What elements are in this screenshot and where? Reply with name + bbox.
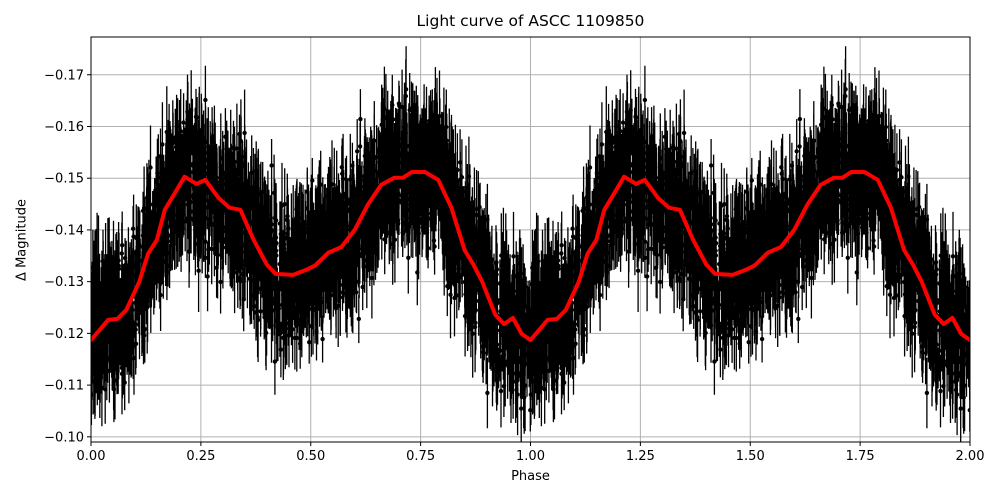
chart-title: Light curve of ASCC 1109850 [416,12,645,30]
y-tick-label: −0.12 [44,327,84,342]
x-tick-label: 1.75 [846,449,875,464]
x-tick-label: 0.75 [406,449,435,464]
x-tick-label: 1.50 [736,449,765,464]
x-tick-label: 0.00 [77,449,106,464]
x-tick-label: 2.00 [956,449,985,464]
x-tick-label: 0.25 [186,449,215,464]
y-axis-ticks: −0.17 −0.16 −0.15 −0.14 −0.13 −0.12 −0.11 −0.10 [44,68,91,445]
y-tick-label: −0.14 [44,223,84,238]
x-tick-label: 1.00 [516,449,545,464]
x-axis-label: Phase [511,469,550,484]
y-tick-label: −0.13 [44,275,84,290]
y-tick-label: −0.17 [44,68,84,83]
y-tick-label: −0.15 [44,172,84,187]
x-axis-ticks: 0.00 0.25 0.50 0.75 1.00 1.25 1.50 1.75 2.00 [77,442,985,464]
y-tick-label: −0.11 [44,379,84,394]
x-tick-label: 1.25 [626,449,655,464]
y-tick-label: −0.16 [44,120,84,135]
binned-curve [91,170,970,343]
y-tick-label: −0.10 [44,430,84,445]
x-tick-label: 0.50 [296,449,325,464]
